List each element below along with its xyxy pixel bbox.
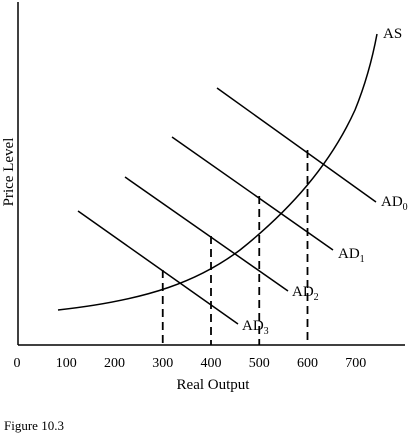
x-tick-100: 100 [56,356,77,371]
ad3-label: AD3 [242,318,269,337]
x-tick-600: 600 [297,356,318,371]
ad0-label: AD0 [381,194,408,213]
x-tick-500: 500 [249,356,270,371]
figure-caption: Figure 10.3 [4,418,64,433]
ad0-subscript: 0 [403,202,408,213]
equilibrium-drop-lines [161,150,309,345]
as-curve [57,33,378,311]
ad2-line [124,176,289,292]
ad-curves [77,87,377,325]
as-label: AS [383,26,402,42]
x-tick-300: 300 [152,356,173,371]
ad3-subscript: 3 [264,326,269,337]
x-axis-label: Real Output [177,377,251,393]
x-tick-400: 400 [201,356,222,371]
ad2-subscript: 2 [314,292,319,303]
ad-labels: AD0 AD1 AD2 AD3 [242,194,408,337]
x-tick-200: 200 [104,356,125,371]
origin-label: 0 [14,356,21,371]
ad0-line [216,87,377,203]
ad1-subscript: 1 [360,254,365,265]
y-axis-label: Price Level [1,138,17,207]
x-tick-700: 700 [345,356,366,371]
ad2-label: AD2 [292,284,319,303]
x-tick-labels: 100 200 300 400 500 600 700 [56,356,367,371]
ad1-line [171,136,334,251]
ad1-label: AD1 [338,246,365,265]
